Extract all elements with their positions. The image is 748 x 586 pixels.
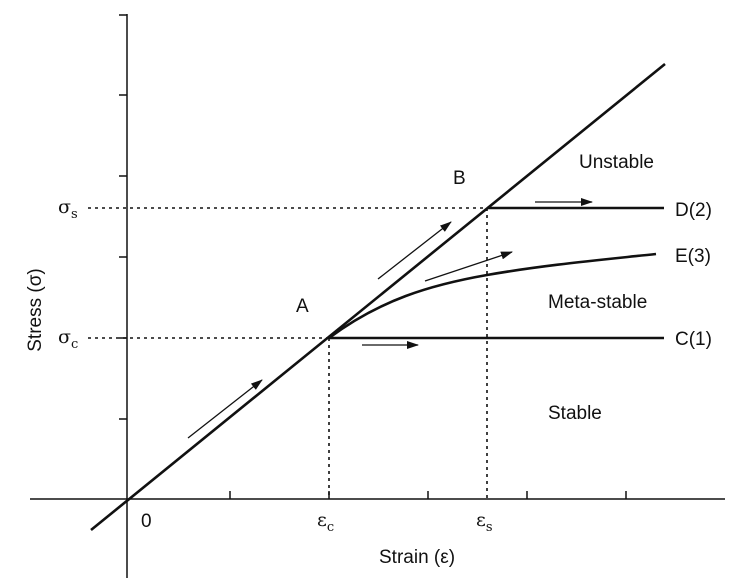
eps-s-label: εs bbox=[476, 509, 493, 535]
sigma-s-label: σs bbox=[58, 196, 78, 222]
arrow-curve-e bbox=[424, 251, 513, 282]
point-a-label: A bbox=[296, 296, 309, 317]
curve-e-line bbox=[328, 252, 657, 340]
region-unstable-label: Unstable bbox=[579, 152, 654, 173]
curve-d-label: D(2) bbox=[675, 200, 712, 221]
x-axis-ticks bbox=[229, 491, 627, 499]
arrow-upper-diagonal bbox=[377, 221, 452, 280]
curve-c-label: C(1) bbox=[675, 329, 712, 350]
x-axis-title: Strain (ε) bbox=[379, 547, 455, 568]
y-axis-title: Stress (σ) bbox=[25, 268, 46, 352]
origin-label: 0 bbox=[141, 511, 152, 532]
region-stable-label: Stable bbox=[548, 403, 602, 424]
eps-c-label: εc bbox=[317, 509, 334, 535]
point-b-label: B bbox=[453, 168, 466, 189]
sigma-c-label: σc bbox=[58, 326, 78, 352]
curve-e-label: E(3) bbox=[675, 246, 711, 267]
arrow-lower-diagonal bbox=[187, 379, 263, 439]
elastic-line bbox=[90, 62, 666, 532]
region-metastable-label: Meta-stable bbox=[548, 292, 647, 313]
y-axis-ticks bbox=[119, 14, 127, 420]
